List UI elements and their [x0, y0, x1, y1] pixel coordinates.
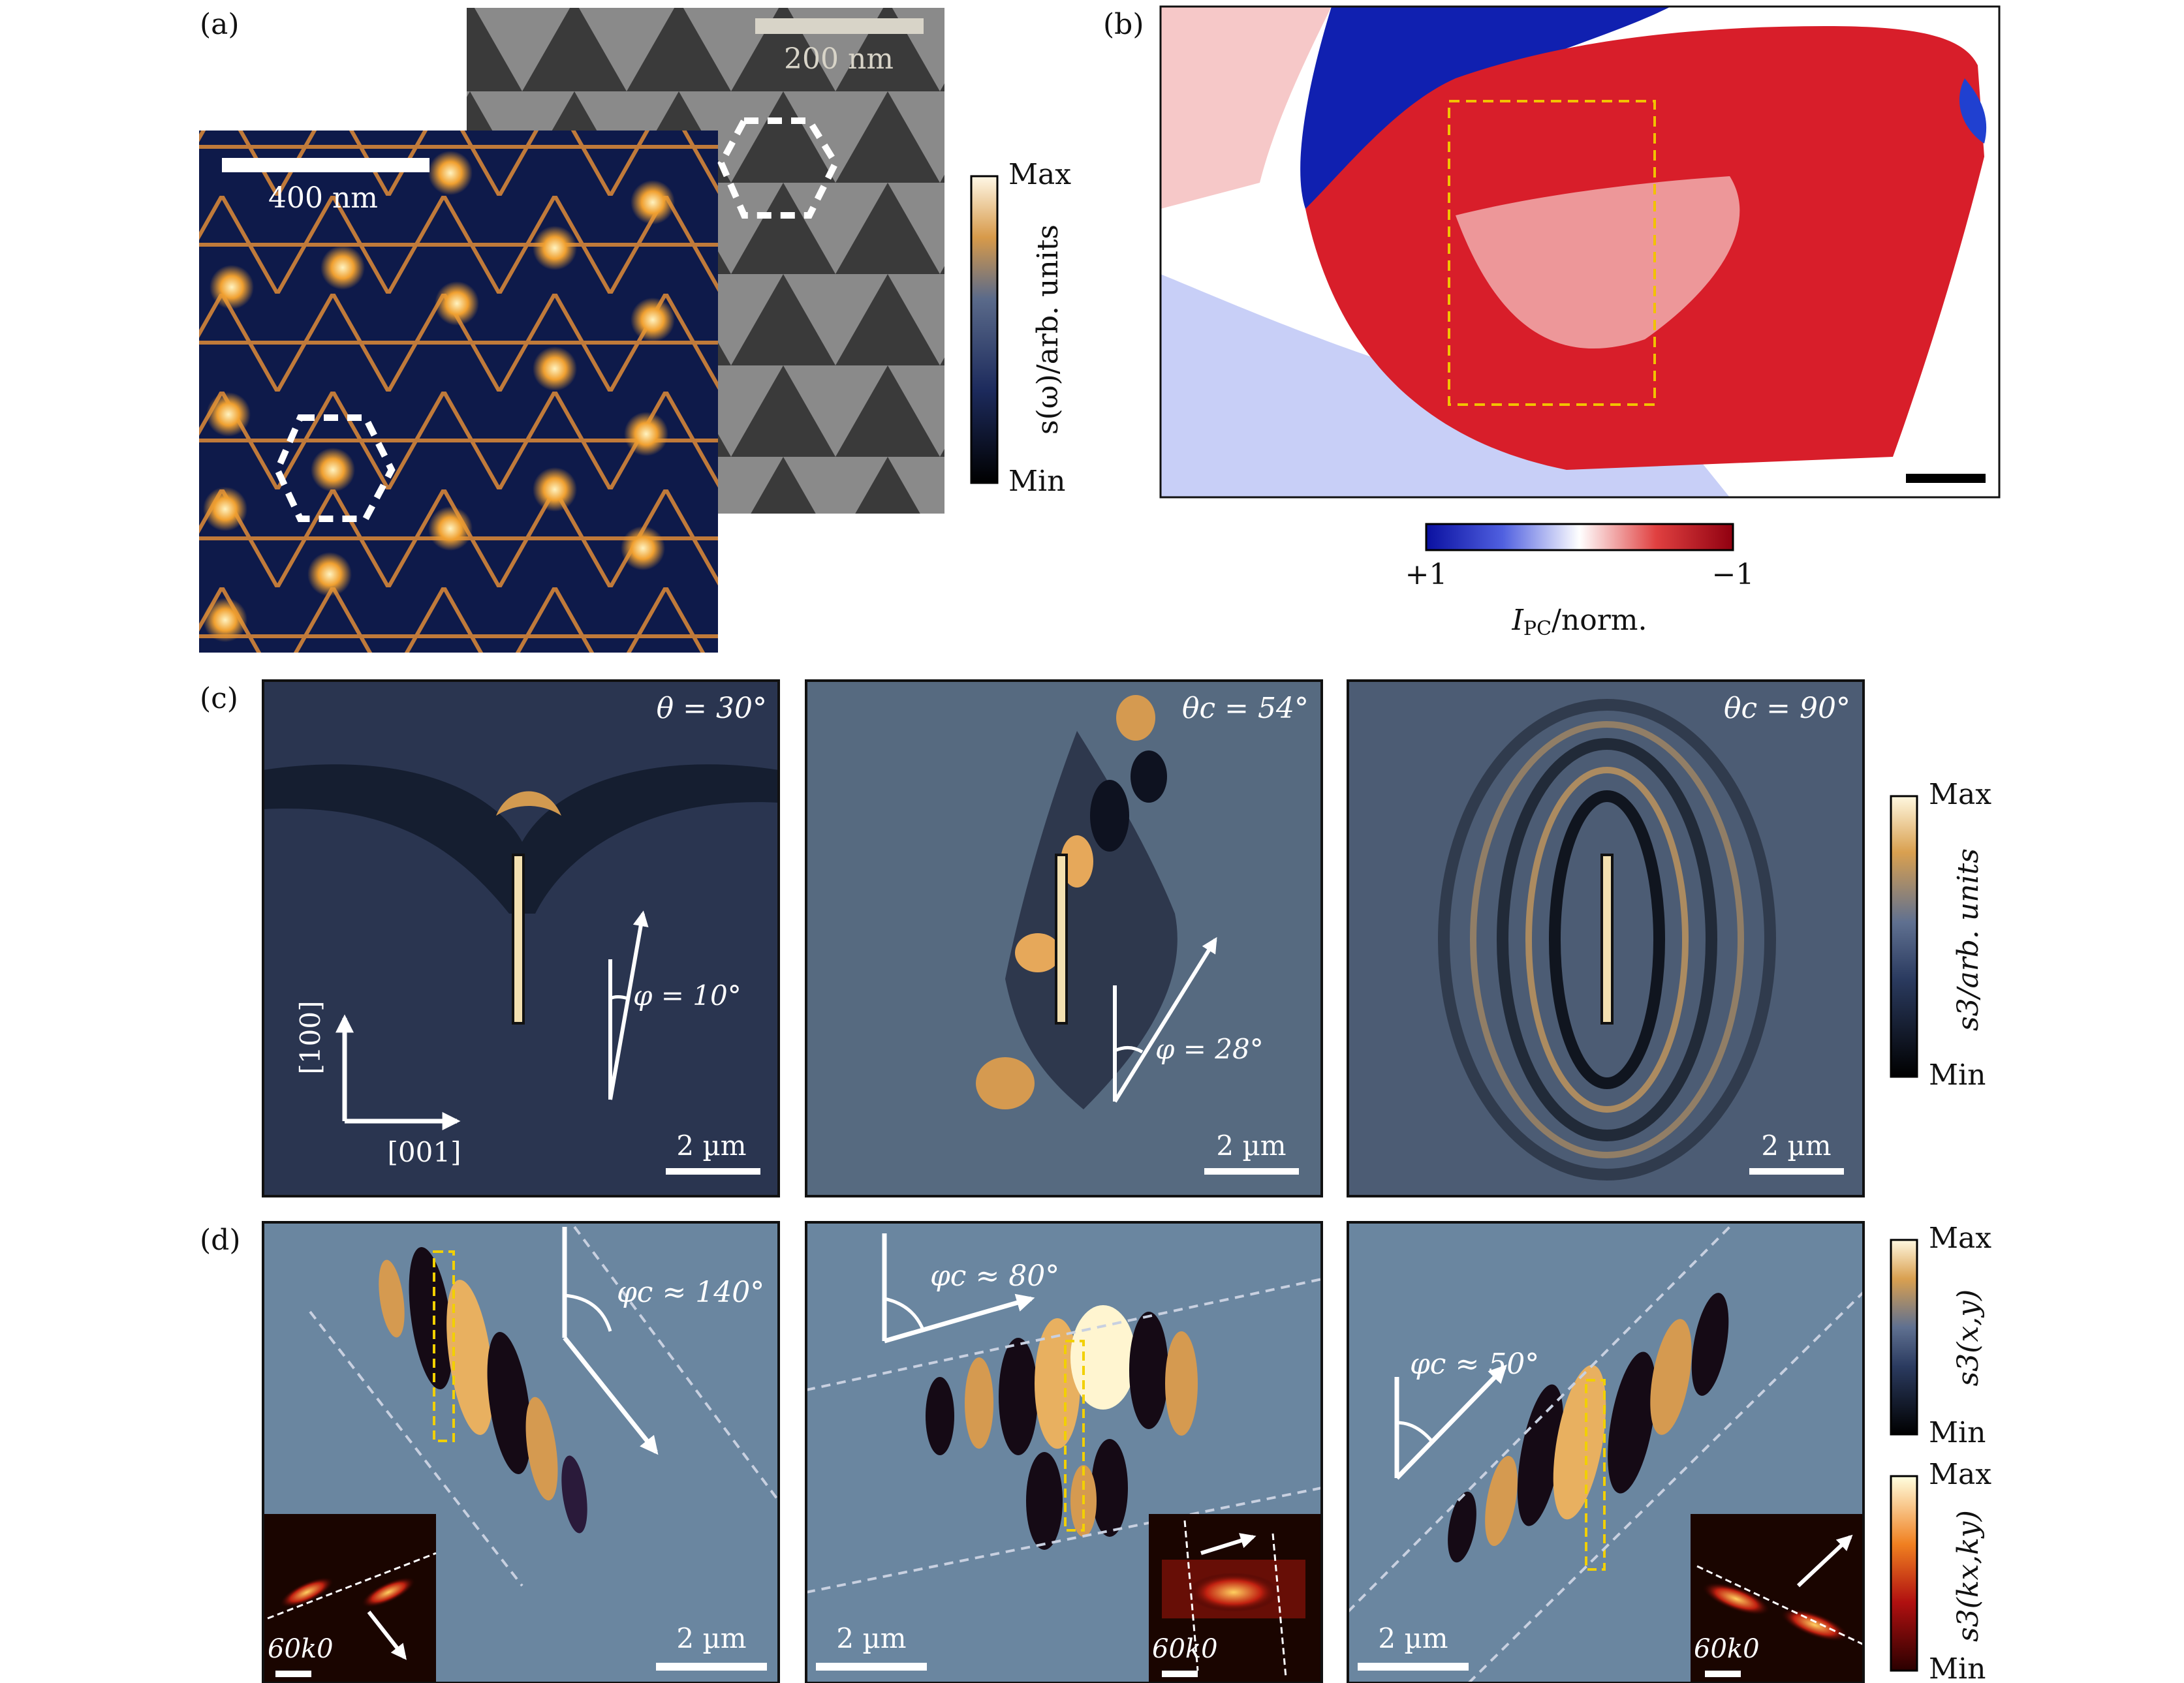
panel-b-label: (b)	[1103, 8, 1144, 41]
d3-scalebar: 2 µm	[1378, 1622, 1448, 1654]
colorbar-a	[970, 175, 999, 484]
map-c3	[1347, 679, 1865, 1197]
panel-d: (d) φc	[200, 1221, 1991, 1683]
c1-scalebar: 2 µm	[676, 1130, 746, 1162]
panel-c-label: (c)	[200, 682, 238, 715]
scalebar-small-label: 200 nm	[784, 42, 894, 76]
panel-a-label: (a)	[200, 8, 240, 41]
hot-spots	[203, 151, 675, 642]
panel-a: (a) 400 nm 200 nm	[199, 8, 1071, 653]
c3-scalebar: 2 µm	[1761, 1130, 1831, 1162]
colorbar-d-real	[1890, 1239, 1918, 1436]
scalebar-b	[1906, 474, 1986, 483]
region-box	[1448, 100, 1656, 406]
colorbar-d-real-title: s3(x,y)	[1952, 1289, 1985, 1387]
colorbar-c-max: Max	[1929, 778, 1991, 811]
colorbar-d-k-title: s3(kx,ky)	[1952, 1510, 1985, 1642]
d2-inset-label: 60k0	[1152, 1634, 1218, 1664]
colorbar-d-real-min: Min	[1929, 1416, 1986, 1449]
axis-001: [001]	[388, 1136, 461, 1168]
c2-angle: θc = 54°	[1182, 692, 1309, 725]
colorbar-d-real-max: Max	[1929, 1222, 1991, 1255]
d3-angle: φc ≈ 50°	[1410, 1348, 1539, 1381]
panel-d-label: (d)	[200, 1224, 241, 1257]
colorbar-c-min: Min	[1929, 1058, 1986, 1092]
d1-scalebar: 2 µm	[676, 1622, 746, 1654]
map-d2	[805, 1221, 1323, 1683]
d3-inset-label: 60k0	[1694, 1634, 1760, 1664]
colorbar-b-right: −1	[1712, 558, 1755, 591]
c2-phi: φ = 28°	[1155, 1033, 1264, 1065]
colorbar-b-title: IPC/norm.	[1512, 604, 1647, 640]
axis-100: [100]	[294, 1001, 326, 1075]
map-region-light	[1456, 176, 1740, 349]
hexagon-marker-top	[717, 117, 839, 219]
map-c2	[805, 679, 1323, 1197]
colorbar-d-k-max: Max	[1929, 1458, 1991, 1491]
d2-scalebar: 2 µm	[836, 1622, 906, 1654]
d1-inset-label: 60k0	[268, 1634, 334, 1664]
map-d1	[262, 1221, 780, 1683]
map-c1	[262, 679, 780, 1197]
c1-angle: θ = 30°	[657, 692, 767, 725]
colorbar-a-min: Min	[1008, 465, 1065, 498]
c2-scalebar: 2 µm	[1216, 1130, 1286, 1162]
map-region-blue-right	[1959, 78, 1987, 144]
scalebar-small	[755, 18, 924, 34]
panel-c: (c) θ = 30° φ = 10° 2 µm [100] [001]	[200, 679, 1991, 1197]
colorbar-b-left: +1	[1405, 558, 1448, 591]
scalebar-large-label: 400 nm	[268, 181, 378, 215]
colorbar-b	[1425, 523, 1734, 551]
colorbar-c	[1890, 795, 1918, 1078]
colorbar-d-k	[1890, 1475, 1918, 1672]
d2-angle: φc ≈ 80°	[930, 1259, 1059, 1293]
d1-angle: φc ≈ 140°	[617, 1276, 764, 1309]
c1-phi: φ = 10°	[633, 980, 741, 1011]
colorbar-a-title: s(ω)/arb. units	[1031, 224, 1065, 435]
colorbar-a-max: Max	[1008, 158, 1071, 191]
colorbar-c-title: s3/arb. units	[1952, 848, 1985, 1031]
scalebar-large	[222, 158, 429, 172]
map-frame	[1159, 5, 2001, 499]
c3-angle: θc = 90°	[1724, 692, 1850, 725]
colorbar-d-k-min: Min	[1929, 1652, 1986, 1683]
panel-b: (b) +1 −1 IPC/norm.	[1103, 5, 2001, 640]
map-d3	[1347, 1221, 1865, 1683]
map-region-blue	[1300, 7, 1671, 209]
map-region-top-left	[1161, 7, 1332, 209]
